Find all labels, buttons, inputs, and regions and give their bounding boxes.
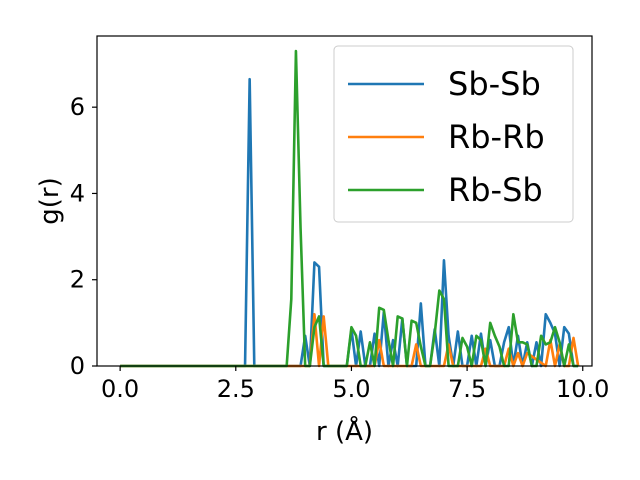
y-tick-label: 2 — [70, 266, 85, 294]
x-tick-label: 5.0 — [332, 375, 370, 403]
x-tick-label: 7.5 — [448, 375, 486, 403]
legend: Sb-Sb Rb-Rb Rb-Sb — [333, 45, 574, 223]
y-axis-label: g(r) — [35, 177, 65, 224]
y-tick-label: 4 — [70, 179, 85, 207]
x-ticks: 0.0 2.5 5.0 7.5 10.0 — [101, 366, 609, 403]
y-tick-label: 6 — [70, 93, 85, 121]
x-axis-label: r (Å) — [316, 415, 373, 447]
y-ticks: 0 2 4 6 — [70, 93, 97, 380]
y-tick-label: 0 — [70, 352, 85, 380]
legend-label: Rb-Rb — [448, 118, 545, 156]
legend-items: Sb-Sb Rb-Rb Rb-Sb — [348, 65, 545, 209]
plot-frame — [96, 35, 593, 367]
x-tick-label: 0.0 — [101, 375, 139, 403]
series-line-sb-sb — [120, 77, 579, 368]
legend-label: Rb-Sb — [448, 171, 543, 209]
x-tick-label: 10.0 — [556, 375, 609, 403]
legend-label: Sb-Sb — [448, 65, 541, 103]
legend-box — [333, 45, 574, 223]
x-tick-label: 2.5 — [217, 375, 255, 403]
